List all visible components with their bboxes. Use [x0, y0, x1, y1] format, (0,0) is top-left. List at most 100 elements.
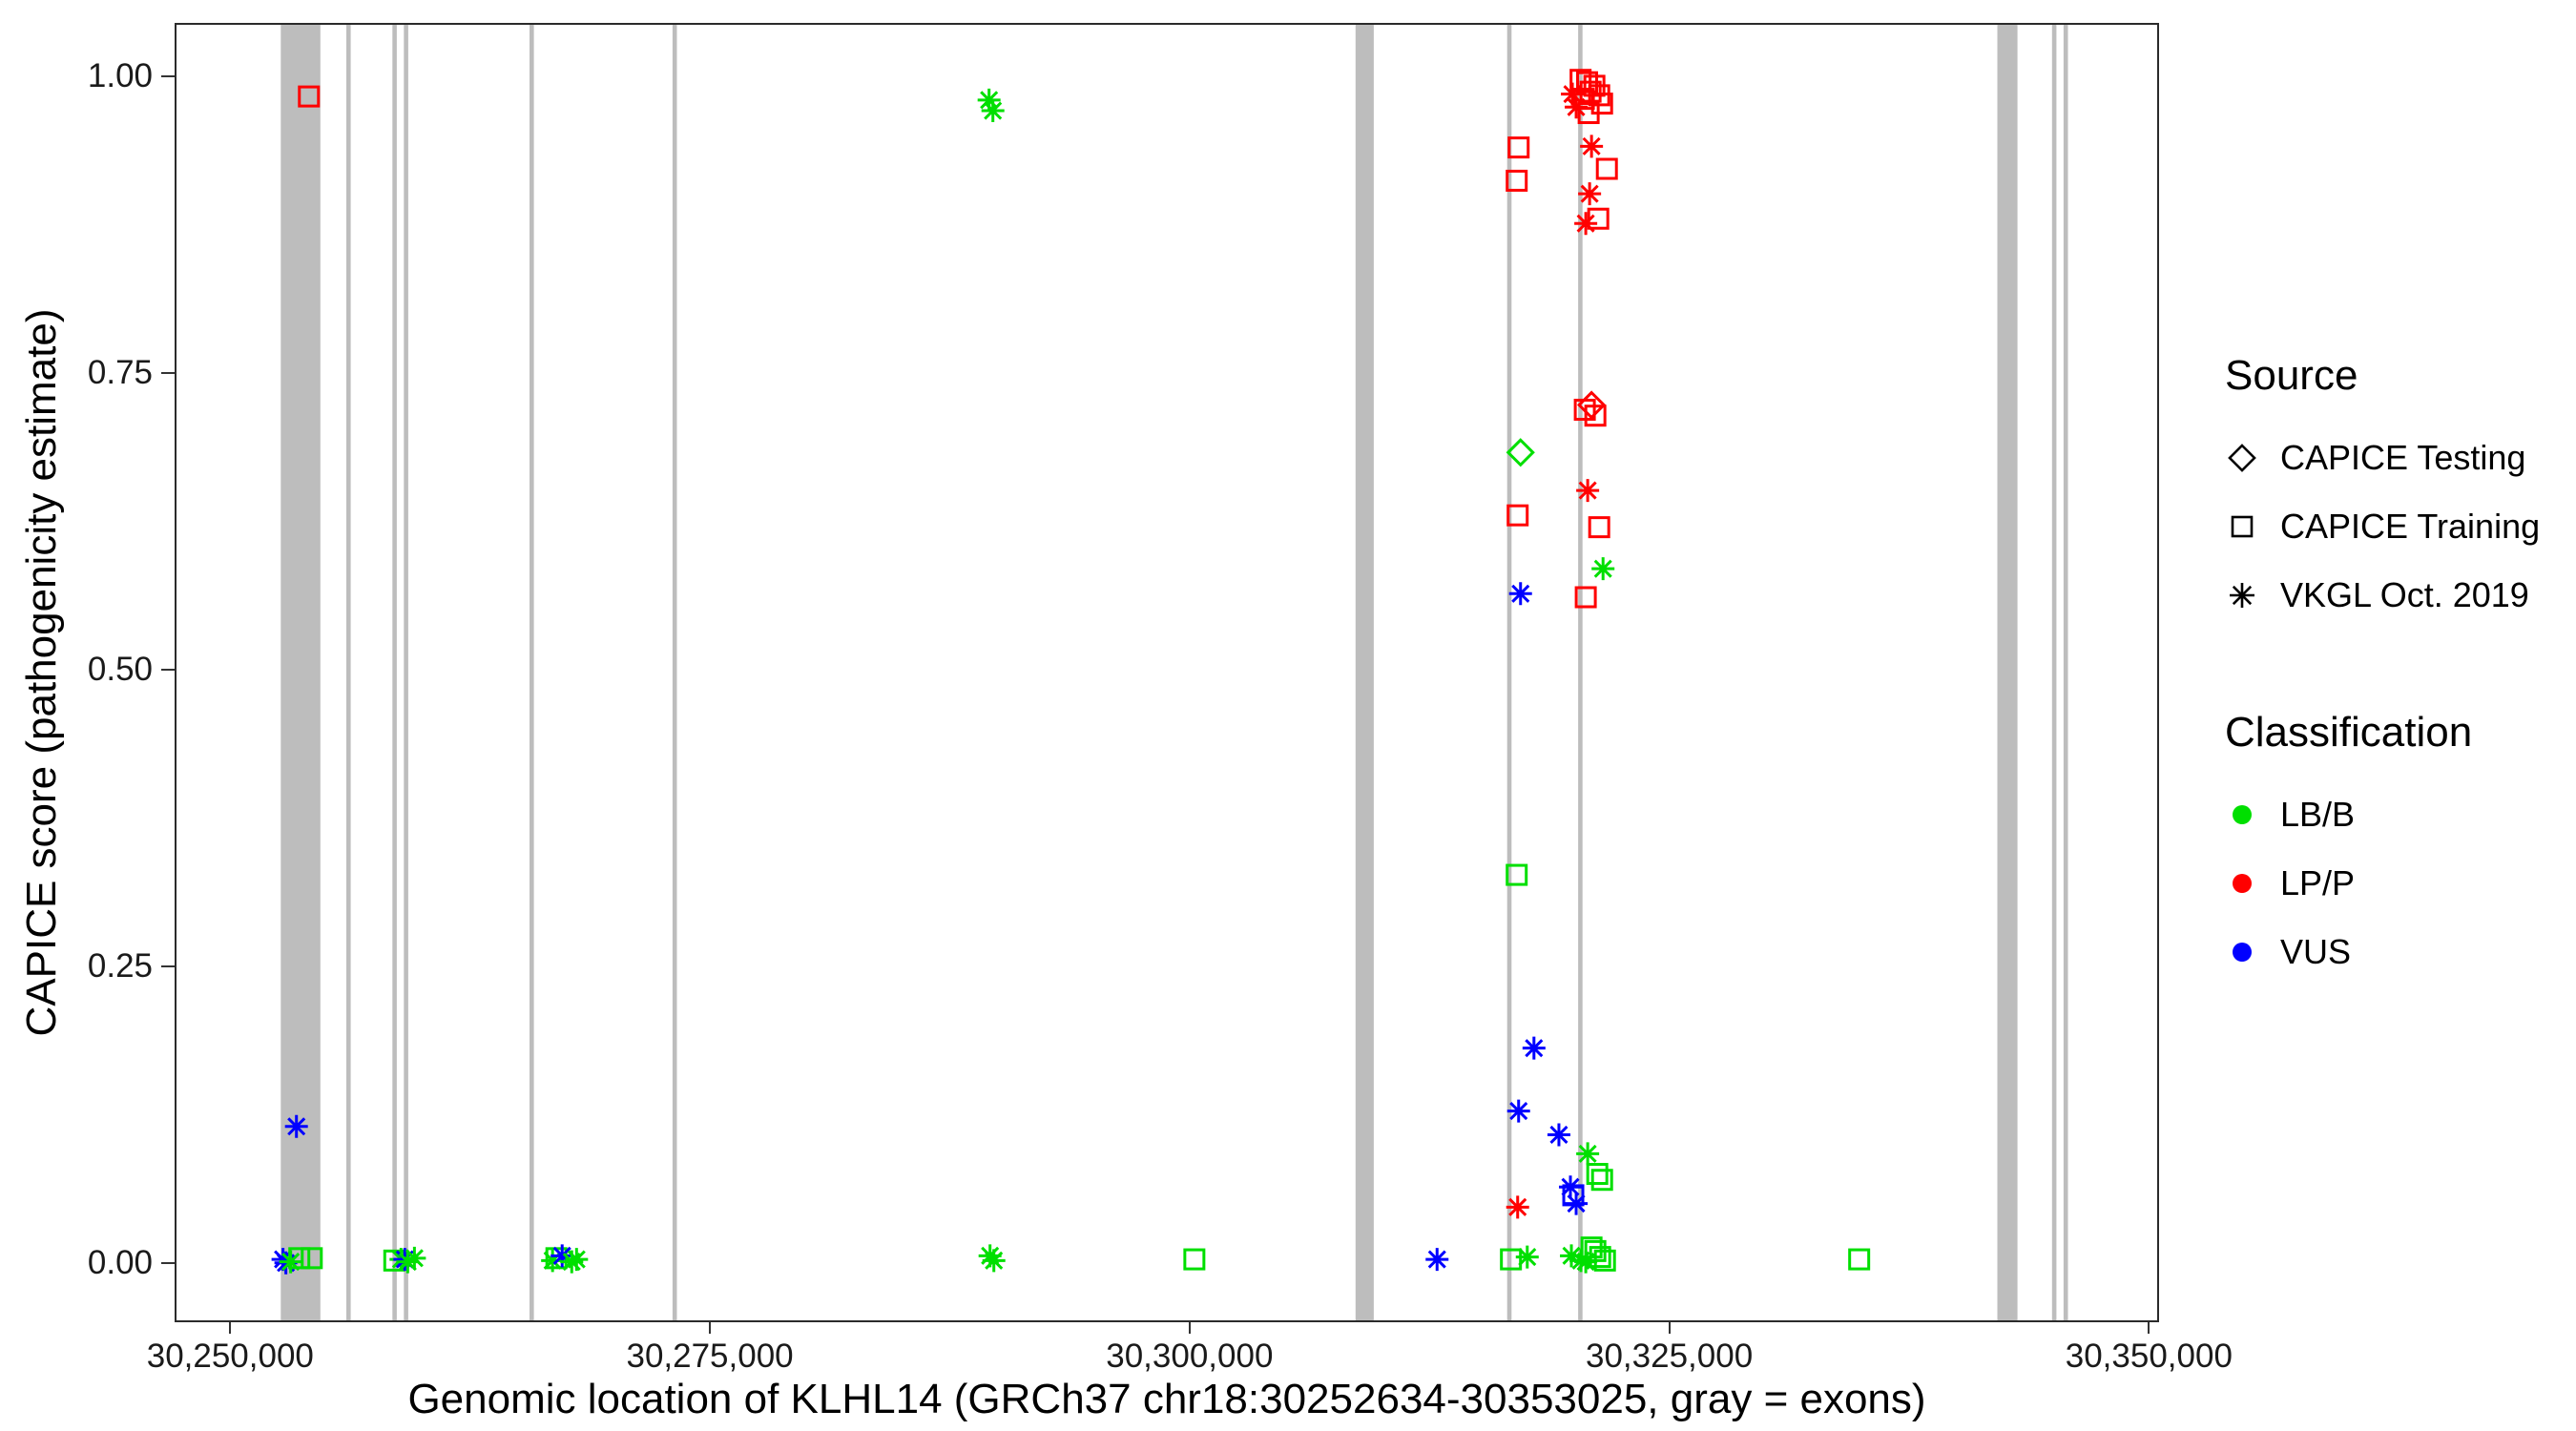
data-point-asterisk	[1522, 1036, 1546, 1060]
data-point-square	[1500, 1248, 1523, 1271]
data-point-asterisk	[1561, 82, 1585, 106]
plot-panel	[175, 23, 2159, 1322]
data-point-asterisk	[1578, 182, 1602, 206]
x-tick-label: 30,275,000	[626, 1338, 794, 1375]
x-tick-label: 30,350,000	[2065, 1338, 2233, 1375]
legend-item-label: CAPICE Training	[2280, 507, 2541, 546]
data-point-square	[298, 85, 321, 108]
green-dot-icon	[2233, 805, 2252, 824]
data-point-asterisk	[1506, 1099, 1530, 1123]
exon-band	[404, 23, 408, 1322]
data-point-asterisk	[977, 88, 1001, 112]
data-point-asterisk	[403, 1246, 426, 1270]
data-point-asterisk	[1591, 557, 1615, 581]
x-tick-mark	[1668, 1322, 1671, 1334]
data-point-square	[1577, 102, 1600, 125]
square-icon	[2231, 515, 2254, 538]
y-tick-label: 0.50	[87, 650, 153, 688]
panel-border	[175, 23, 2159, 1322]
x-tick-mark	[229, 1322, 232, 1334]
exon-band	[1997, 23, 2018, 1322]
legend-item-label: VUS	[2280, 932, 2352, 971]
x-tick-mark	[709, 1322, 712, 1334]
legend-source-title: Source	[2225, 352, 2358, 399]
data-point-square	[1595, 157, 1618, 180]
exon-band	[346, 23, 351, 1322]
exon-band	[2051, 23, 2057, 1322]
exon-band	[1506, 23, 1512, 1322]
exon-band	[280, 23, 321, 1322]
data-point-asterisk	[541, 1249, 565, 1273]
data-point-asterisk	[1576, 479, 1600, 503]
data-point-asterisk	[1506, 1195, 1529, 1219]
data-point-asterisk	[982, 1249, 1006, 1273]
data-point-square	[1183, 1248, 1206, 1271]
legend-item-lbb: LB/B	[2225, 780, 2568, 849]
x-tick-label: 30,300,000	[1106, 1338, 1274, 1375]
data-point-diamond	[1506, 438, 1535, 467]
data-point-asterisk	[981, 99, 1005, 123]
exon-band	[392, 23, 397, 1322]
data-point-square	[1574, 586, 1597, 609]
y-tick-mark	[161, 964, 175, 967]
data-point-square	[1506, 169, 1528, 192]
data-point-asterisk	[1508, 582, 1532, 606]
legend-item-lpp: LP/P	[2225, 849, 2568, 918]
data-point-square	[301, 1247, 323, 1270]
data-point-asterisk	[1576, 1142, 1600, 1166]
x-tick-mark	[1188, 1322, 1191, 1334]
data-point-square	[1590, 1169, 1613, 1192]
data-point-square	[1586, 1163, 1609, 1186]
y-tick-label: 1.00	[87, 56, 153, 94]
legend-item-capice-testing: CAPICE Testing	[2225, 424, 2568, 492]
exon-band	[530, 23, 534, 1322]
red-dot-icon	[2233, 874, 2252, 893]
x-axis-title: Genomic location of KLHL14 (GRCh37 chr18…	[407, 1376, 1926, 1422]
legend-item-label: LP/P	[2280, 863, 2356, 902]
y-tick-label: 0.25	[87, 946, 153, 985]
y-tick-mark	[161, 371, 175, 374]
data-point-asterisk	[1560, 1244, 1584, 1268]
y-axis-title: CAPICE score (pathogenicity estimate)	[18, 308, 65, 1037]
exon-band	[2063, 23, 2068, 1322]
data-point-asterisk	[1565, 95, 1589, 119]
data-point-square	[1506, 863, 1528, 886]
data-point-asterisk	[284, 1114, 308, 1138]
legend-item-vus: VUS	[2225, 918, 2568, 986]
data-point-square	[1506, 504, 1529, 527]
exon-band	[1578, 23, 1583, 1322]
data-point-square	[1507, 136, 1530, 159]
legend-item-label: VKGL Oct. 2019	[2280, 575, 2529, 614]
blue-dot-icon	[2233, 943, 2252, 962]
data-point-asterisk	[1574, 1250, 1598, 1274]
data-point-asterisk	[1547, 1123, 1570, 1147]
legend-item-label: LB/B	[2280, 795, 2356, 834]
exon-band	[1355, 23, 1374, 1322]
y-tick-mark	[161, 74, 175, 77]
data-point-asterisk	[1580, 135, 1604, 158]
legend-group-source: Source CAPICE Testing CAPICE Training VK…	[2225, 351, 2568, 630]
asterisk-icon	[2230, 583, 2254, 608]
y-tick-label: 0.75	[87, 353, 153, 391]
data-point-square	[288, 1247, 311, 1270]
data-point-square	[1584, 404, 1607, 427]
y-tick-mark	[161, 1261, 175, 1264]
exon-band	[672, 23, 677, 1322]
legend: Source CAPICE Testing CAPICE Training VK…	[2225, 351, 2568, 1065]
data-point-square	[1588, 516, 1610, 539]
y-tick-label: 0.00	[87, 1243, 153, 1281]
data-point-square	[1848, 1248, 1871, 1271]
data-point-asterisk	[1574, 212, 1598, 236]
x-tick-label: 30,250,000	[146, 1338, 314, 1375]
legend-item-label: CAPICE Testing	[2280, 438, 2526, 477]
x-tick-label: 30,325,000	[1585, 1338, 1754, 1375]
data-point-asterisk	[396, 1250, 420, 1274]
data-point-asterisk	[551, 1244, 574, 1268]
x-tick-mark	[2148, 1322, 2150, 1334]
legend-item-capice-training: CAPICE Training	[2225, 492, 2568, 561]
data-point-asterisk	[560, 1250, 584, 1274]
legend-classification-title: Classification	[2225, 709, 2473, 756]
data-point-asterisk	[565, 1248, 589, 1272]
legend-item-vkgl: VKGL Oct. 2019	[2225, 561, 2568, 630]
